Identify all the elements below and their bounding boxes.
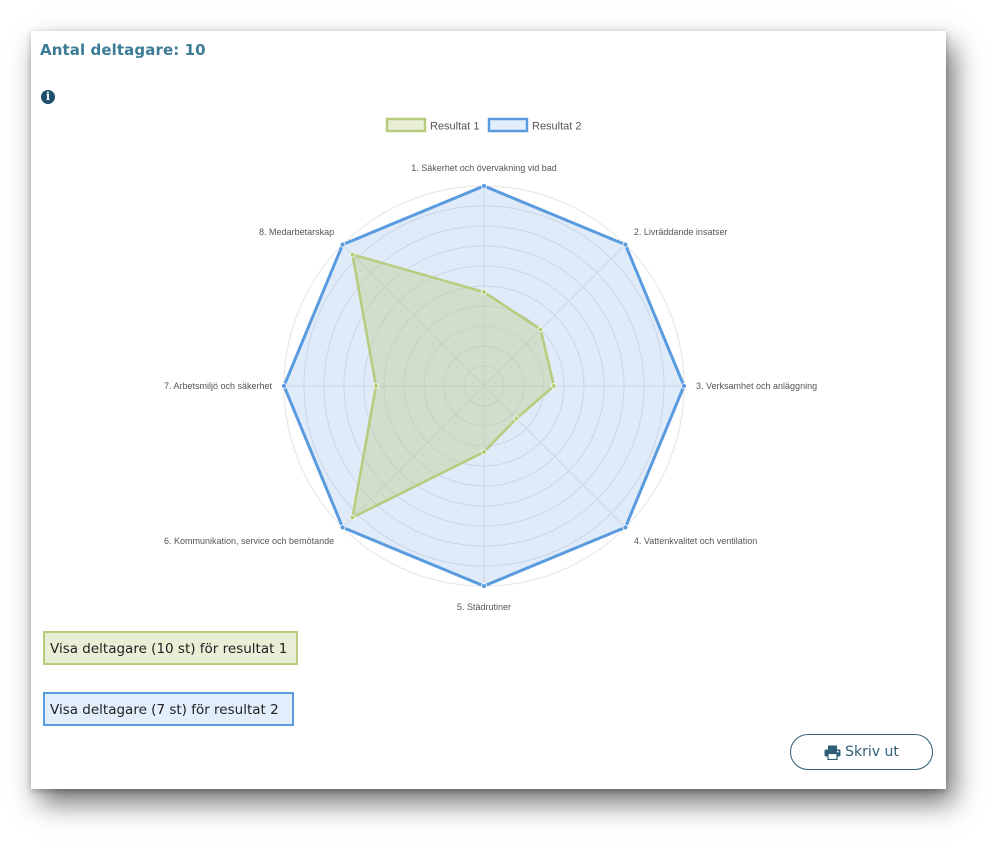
axis-label: 2. Livräddande insatser: [634, 227, 728, 237]
series-1-point: [481, 449, 487, 455]
print-icon: [824, 745, 841, 760]
grid-spoke: [483, 385, 626, 528]
series-2-point: [622, 524, 629, 531]
legend-swatch-2: [487, 117, 529, 133]
series-2-point: [339, 524, 346, 531]
participant-count-title: Antal deltagare: 10: [40, 41, 206, 59]
series-2-point: [681, 383, 687, 389]
series-1-point: [481, 289, 487, 295]
axis-label: 3. Verksamhet och anläggning: [696, 381, 817, 391]
series-1-point: [349, 251, 356, 258]
legend-label-2: Resultat 2: [532, 121, 582, 133]
info-icon[interactable]: i: [41, 90, 55, 104]
print-button-label: Skriv ut: [845, 744, 899, 760]
series-1-point: [537, 326, 544, 333]
series-1-point: [513, 415, 520, 422]
series-2-point: [481, 183, 487, 189]
series-1-point: [551, 383, 557, 389]
axis-label: 4. Vattenkvalitet och ventilation: [634, 536, 757, 546]
show-participants-result-2-button[interactable]: Visa deltagare (7 st) för resultat 2: [43, 692, 294, 726]
series-2-point: [622, 241, 629, 248]
grid-spoke: [342, 244, 485, 387]
series-1-point: [349, 514, 356, 521]
show-participants-result-1-button[interactable]: Visa deltagare (10 st) för resultat 1: [43, 631, 298, 665]
series-1-point: [373, 383, 379, 389]
axis-label: 6. Kommunikation, service och bemötande: [164, 536, 334, 546]
series-2-point: [281, 383, 287, 389]
axis-label: 5. Städrutiner: [457, 602, 511, 612]
radar-chart: 1. Säkerhet och övervakning vid bad 2. Li…: [164, 117, 817, 612]
series-2-point: [481, 583, 487, 589]
print-button[interactable]: Skriv ut: [790, 734, 933, 770]
series-2-point: [339, 241, 346, 248]
grid-spoke: [342, 385, 485, 528]
axis-label: 7. Arbetsmiljö och säkerhet: [164, 381, 273, 391]
results-card: Antal deltagare: 10 i 1. Säkerhet och öv…: [31, 31, 946, 789]
grid-spoke: [483, 244, 626, 387]
axis-label: 1. Säkerhet och övervakning vid bad: [411, 163, 557, 173]
axis-label: 8. Medarbetarskap: [259, 227, 334, 237]
legend-label-1: Resultat 1: [430, 121, 480, 133]
legend-swatch-1: [385, 117, 427, 133]
